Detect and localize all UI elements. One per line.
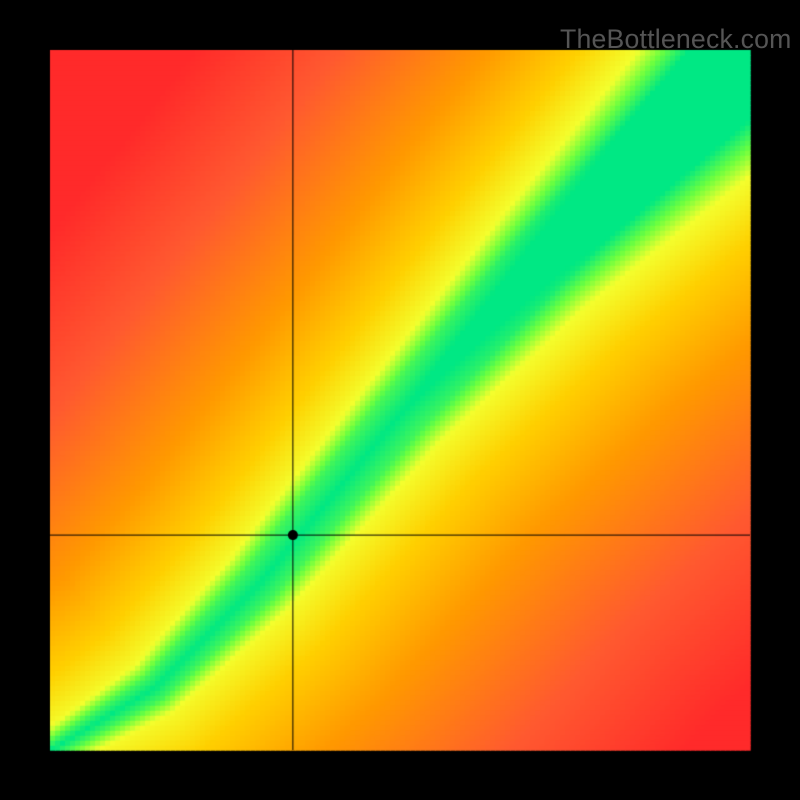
watermark-text: TheBottleneck.com xyxy=(560,24,792,55)
bottleneck-heatmap xyxy=(0,0,800,800)
